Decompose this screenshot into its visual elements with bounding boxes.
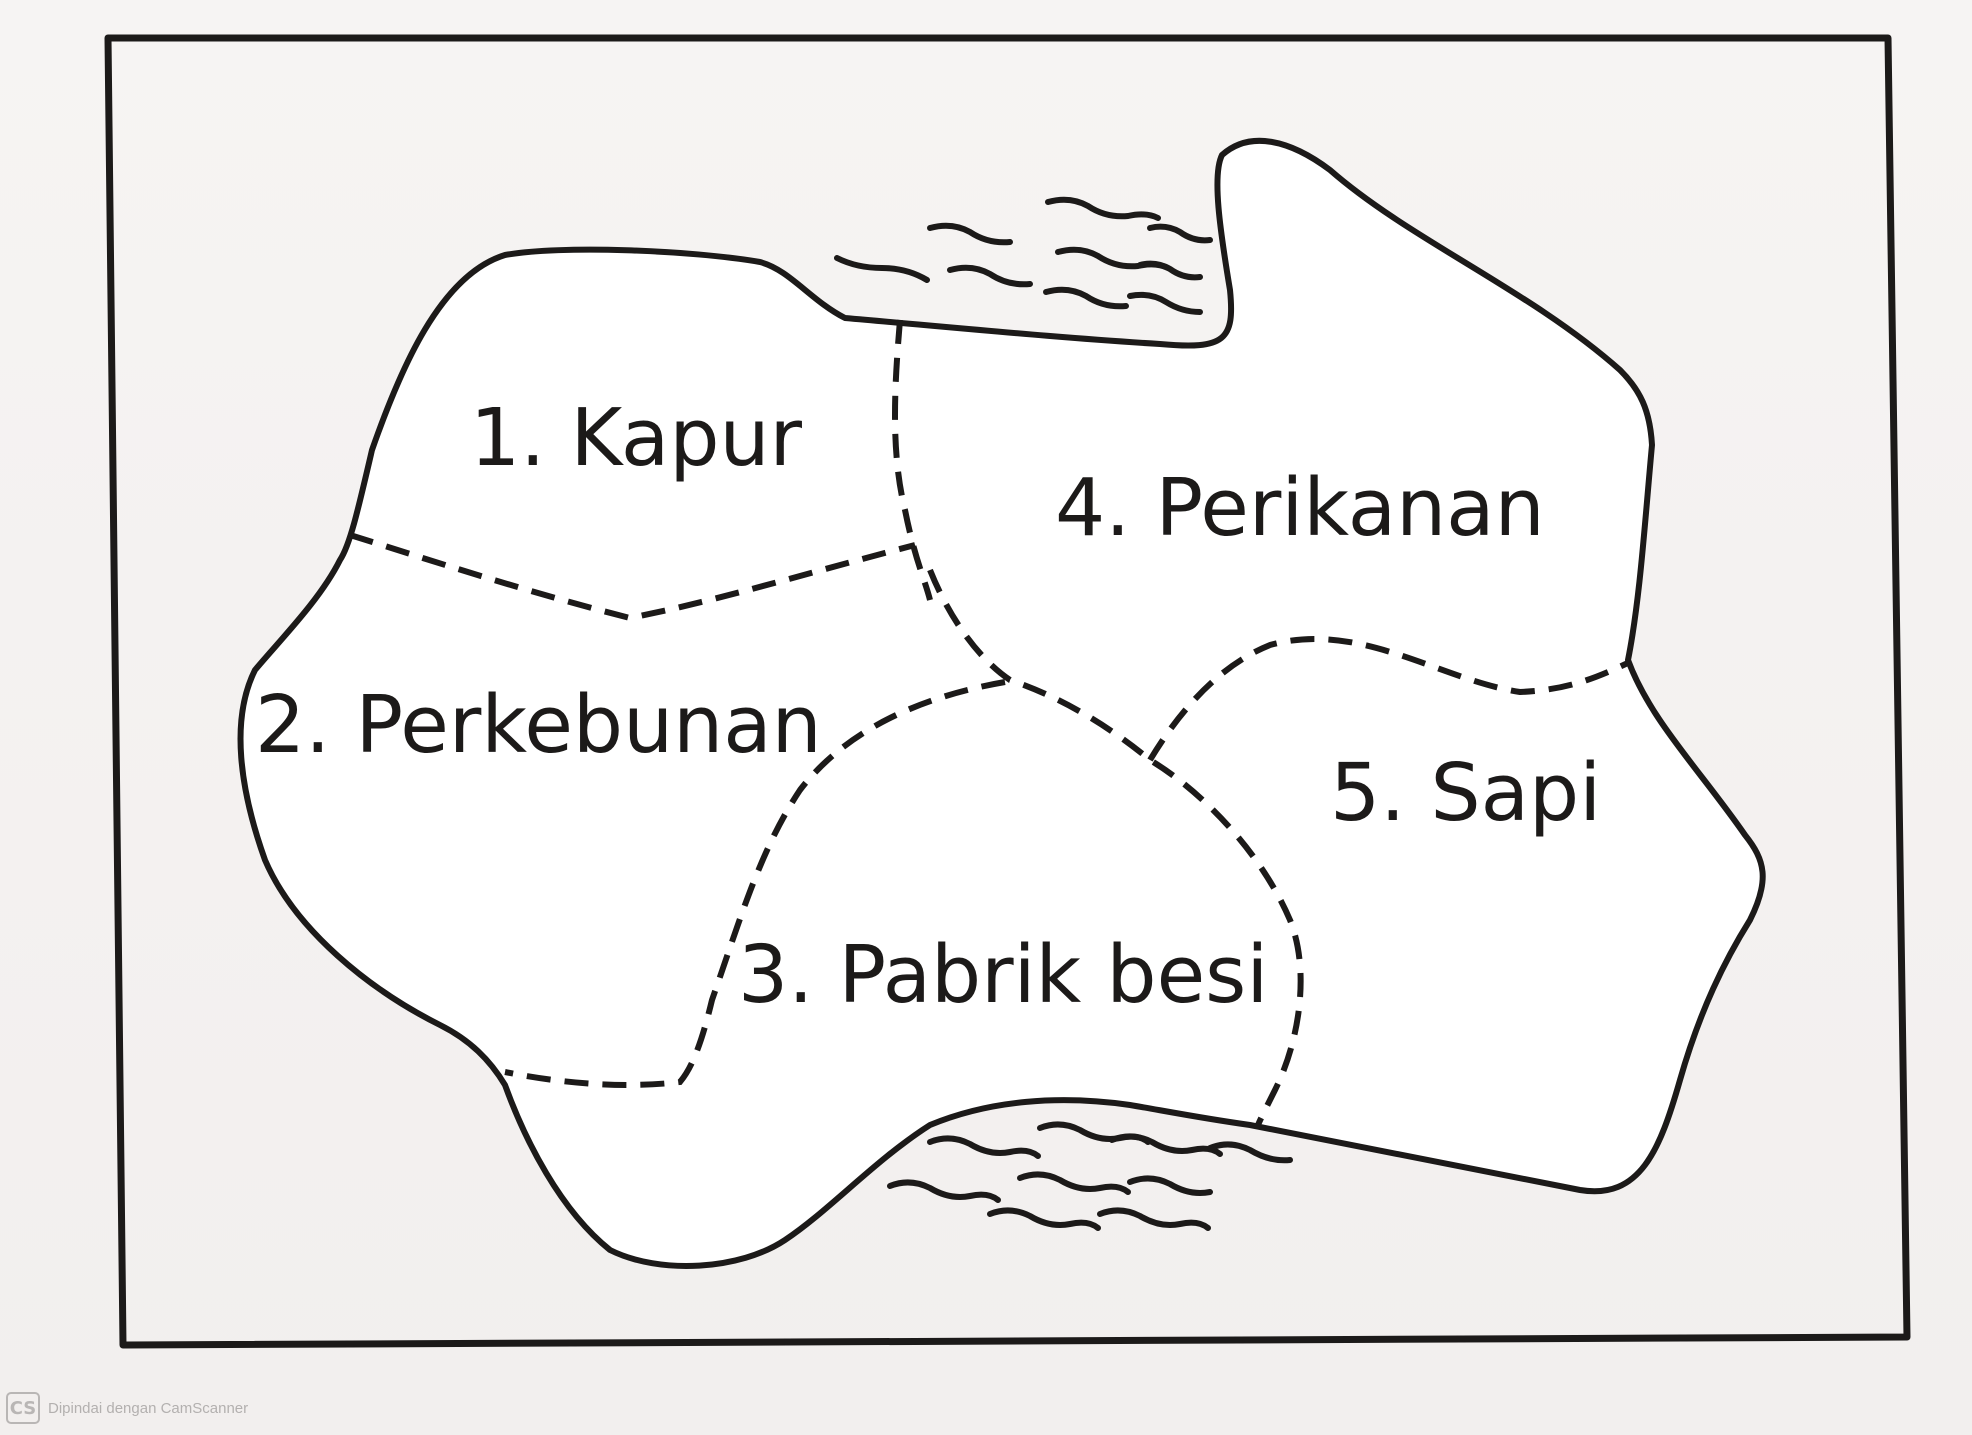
water-waves-top-icon	[834, 196, 1213, 315]
camscanner-logo-icon: CS	[6, 1392, 40, 1424]
region-label-kapur: 1. Kapur	[470, 392, 803, 484]
camscanner-watermark: CS Dipindai dengan CamScanner	[6, 1392, 248, 1424]
border-kapur-perkebunan	[349, 532, 916, 622]
region-label-pabrik-besi: 3. Pabrik besi	[738, 929, 1268, 1021]
border-kapur-perikanan	[892, 319, 933, 601]
region-label-perkebunan: 2. Perkebunan	[255, 679, 822, 771]
watermark-text: Dipindai dengan CamScanner	[48, 1399, 249, 1417]
island-outline	[237, 137, 1766, 1270]
region-label-perikanan: 4. Perikanan	[1055, 462, 1545, 554]
region-borders	[349, 319, 1632, 1127]
border-perkebunan-pabrik	[504, 679, 1006, 1088]
map-frame	[104, 34, 1911, 1349]
border-perikanan-sapi	[1147, 635, 1632, 762]
border-central-divide	[927, 568, 1304, 1127]
water-waves-bottom-icon	[887, 1121, 1293, 1231]
region-label-sapi: 5. Sapi	[1330, 747, 1601, 839]
